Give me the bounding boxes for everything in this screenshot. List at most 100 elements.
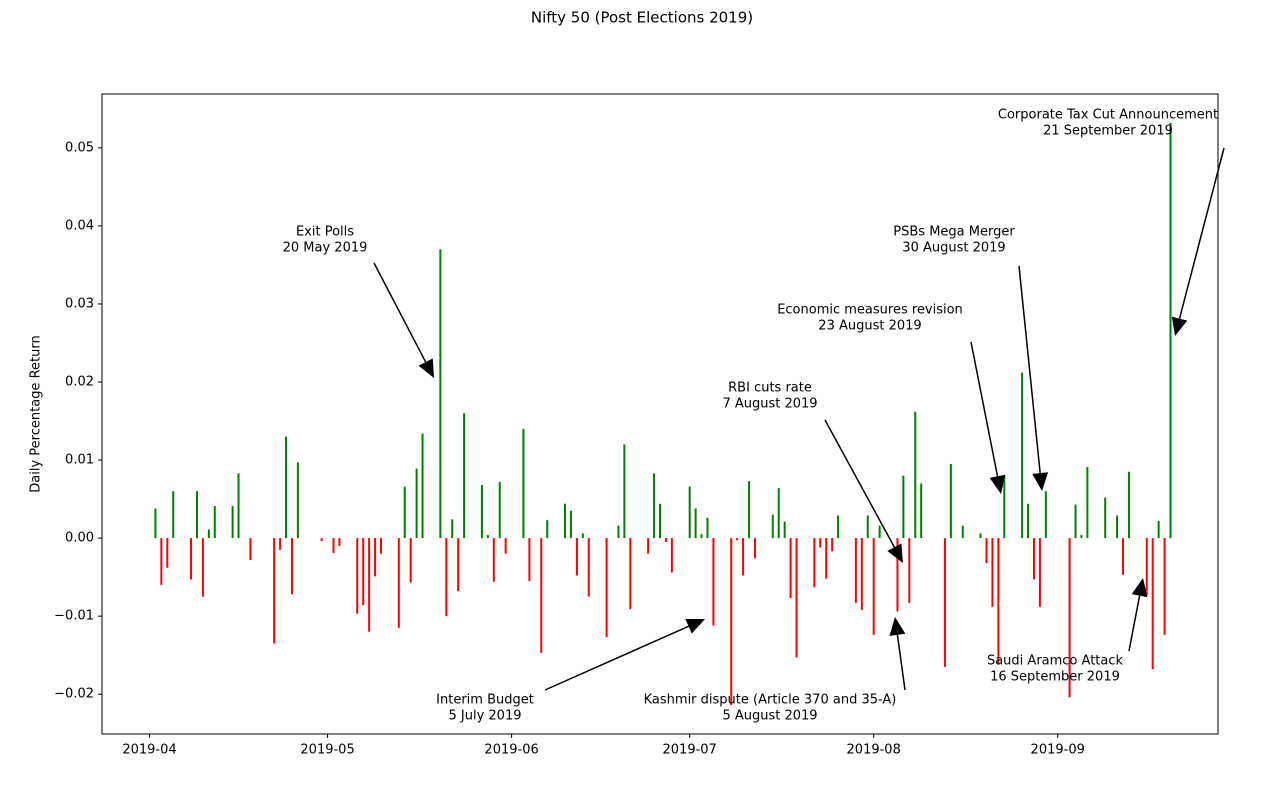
bar	[1003, 475, 1006, 539]
bar	[949, 463, 952, 539]
bar	[694, 508, 697, 539]
bar	[617, 525, 620, 539]
bar	[872, 538, 875, 635]
bar	[1086, 467, 1089, 539]
bar	[902, 475, 905, 539]
bar	[753, 538, 756, 559]
bar	[421, 433, 424, 539]
annotation-text: 16 September 2019	[990, 670, 1120, 685]
arrow-head	[1171, 316, 1188, 336]
bar	[374, 538, 377, 577]
bar	[320, 538, 323, 542]
bar	[415, 468, 418, 539]
bar	[997, 538, 1000, 665]
bar	[748, 481, 751, 539]
bar	[285, 436, 288, 539]
bar	[688, 486, 691, 539]
bar	[397, 538, 400, 628]
bar	[1032, 538, 1035, 580]
bar	[273, 538, 276, 644]
annotation-arrow	[970, 341, 999, 477]
bar	[1027, 503, 1030, 539]
bar	[380, 538, 382, 554]
annotation-arrow	[544, 625, 689, 691]
bar	[1151, 538, 1154, 670]
x-tick-label: 2019-08	[847, 743, 901, 758]
bar	[771, 514, 774, 539]
annotation-text: 21 September 2019	[1043, 124, 1173, 139]
bar	[1145, 538, 1148, 596]
bar	[647, 538, 650, 554]
bar	[1157, 520, 1160, 539]
bar	[1038, 538, 1041, 607]
bar	[813, 538, 816, 588]
annotation-text: RBI cuts rate	[728, 381, 812, 396]
bar	[819, 538, 822, 548]
bar	[700, 534, 703, 539]
bar	[237, 473, 240, 539]
bar	[670, 538, 673, 573]
arrow-head	[685, 618, 705, 634]
annotation-text: Saudi Aramco Attack	[987, 654, 1124, 669]
bar	[296, 462, 299, 539]
bar	[540, 538, 543, 653]
bar	[231, 506, 234, 539]
annotation-text: 5 August 2019	[722, 709, 817, 724]
bar	[575, 538, 578, 576]
bar	[201, 538, 204, 597]
annotation-text: Interim Budget	[436, 693, 534, 708]
bar	[190, 538, 193, 580]
annotation-text: Corporate Tax Cut Announcement	[998, 108, 1218, 123]
annotation-arrow	[1018, 265, 1041, 474]
annotation-text: 7 August 2019	[722, 397, 817, 412]
bar	[1127, 471, 1130, 539]
bar	[896, 538, 899, 612]
bar	[160, 538, 163, 585]
y-tick-label: −0.02	[54, 687, 94, 702]
annotation-arrow	[1128, 595, 1141, 652]
bar	[837, 515, 840, 539]
bar	[213, 506, 216, 539]
bar	[451, 519, 454, 539]
bar	[1074, 504, 1077, 539]
bar	[207, 529, 210, 539]
x-tick-label: 2019-05	[300, 743, 354, 758]
bar	[777, 488, 780, 539]
x-tick-label: 2019-09	[1031, 743, 1085, 758]
bar	[279, 538, 282, 550]
annotation-arrow	[1178, 147, 1225, 319]
y-tick-label: 0.00	[65, 531, 94, 546]
plot-frame	[101, 93, 1219, 735]
bar	[581, 533, 584, 539]
bar	[664, 538, 667, 542]
annotation-arrow	[373, 262, 427, 363]
bar	[1116, 515, 1119, 539]
annotation-text: Exit Polls	[296, 225, 354, 240]
bar	[795, 538, 798, 658]
y-tick-label: 0.02	[65, 375, 94, 390]
bar	[860, 538, 863, 610]
arrow-head	[1131, 578, 1148, 598]
bar	[338, 538, 341, 546]
y-axis-label: Daily Percentage Return	[29, 335, 44, 492]
bar	[943, 538, 946, 667]
x-tick-label: 2019-06	[484, 743, 538, 758]
bar	[290, 538, 293, 595]
chart-title: Nifty 50 (Post Elections 2019)	[531, 9, 753, 27]
bar	[706, 517, 709, 539]
bar	[653, 473, 656, 539]
bar	[831, 538, 834, 552]
y-tick-label: 0.01	[65, 453, 94, 468]
bar	[789, 538, 792, 599]
x-tick-label: 2019-07	[663, 743, 717, 758]
bar	[492, 538, 495, 582]
bar	[1122, 538, 1125, 575]
bar	[439, 249, 442, 539]
bar	[712, 538, 715, 626]
bar	[172, 491, 175, 539]
annotation-text: PSBs Mega Merger	[893, 225, 1015, 240]
arrow-head	[989, 474, 1006, 494]
